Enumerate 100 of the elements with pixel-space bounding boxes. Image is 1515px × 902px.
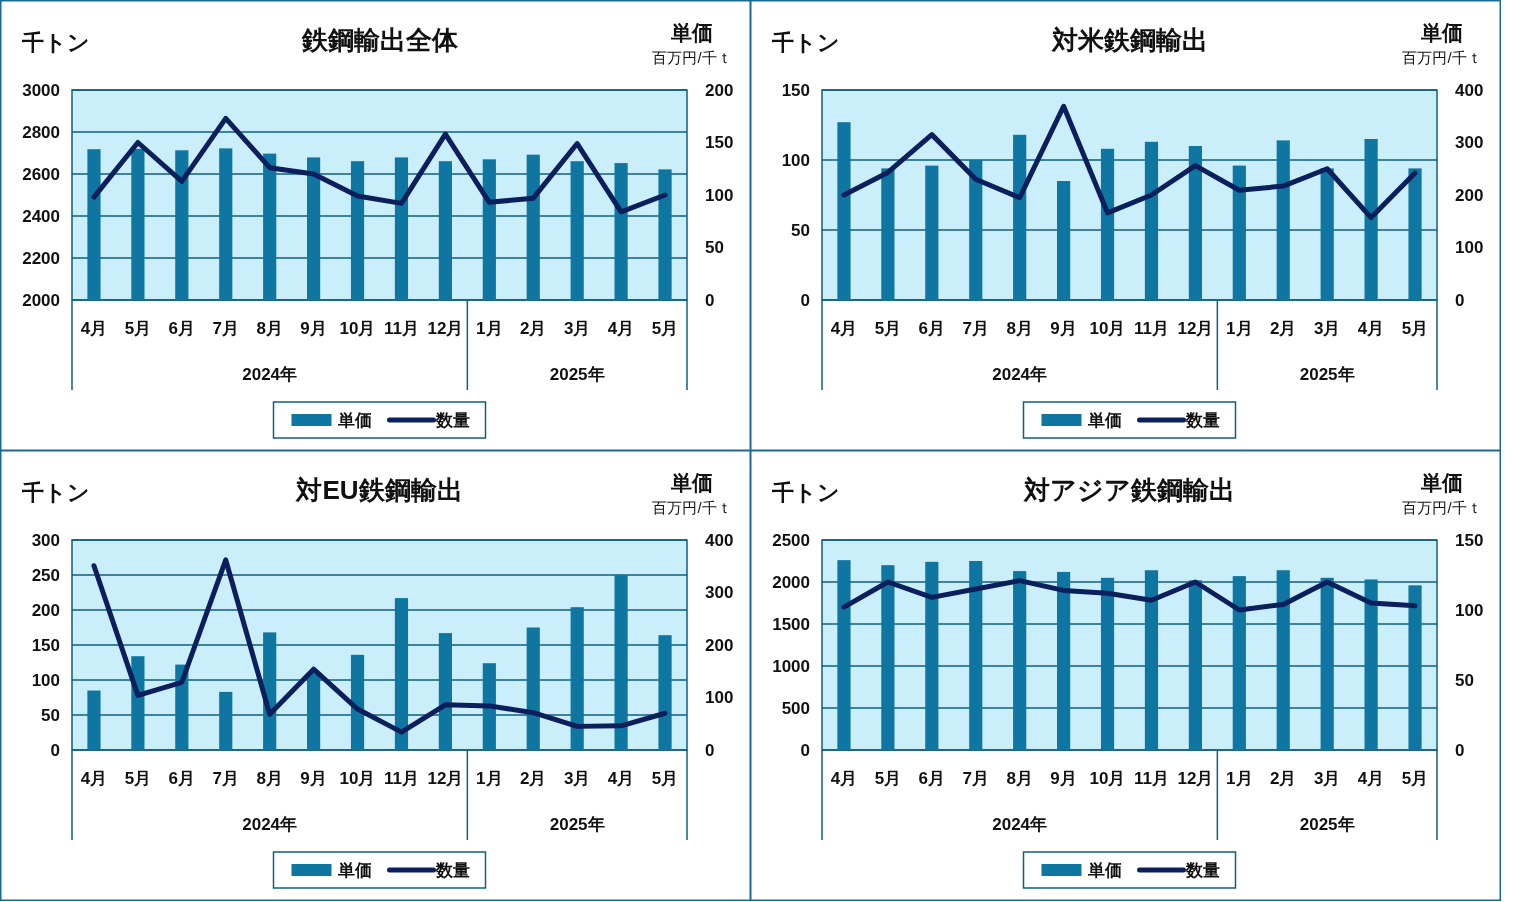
y-tick-label: 1000 [772, 656, 810, 676]
y2-tick-label: 300 [705, 583, 734, 602]
x-tick-label: 7月 [962, 768, 989, 788]
x-tick-label: 6月 [918, 768, 946, 788]
y-tick-label: 2200 [22, 248, 60, 268]
y2-tick-label: 150 [705, 133, 734, 152]
x-tick-label: 4月 [1357, 768, 1385, 788]
bar [526, 627, 540, 750]
x-tick-label: 5月 [874, 318, 902, 338]
y-axis-title: 千トン [771, 479, 840, 505]
bar [658, 635, 672, 750]
bar [1013, 571, 1027, 750]
bar [1276, 140, 1290, 300]
bar [1320, 168, 1334, 300]
x-tick-label: 10月 [339, 318, 376, 338]
x-tick-label: 4月 [607, 318, 635, 338]
text: 2025年 [549, 364, 605, 384]
x-tick-label: 1月 [476, 768, 503, 788]
y2-tick-label: 200 [705, 635, 734, 655]
x-tick-label: 12月 [1177, 318, 1214, 338]
x-tick-label: 2月 [520, 768, 547, 788]
text: 2025年 [549, 814, 605, 834]
y2-tick-label: 200 [1455, 185, 1484, 205]
x-tick-label: 11月 [383, 318, 419, 338]
x-tick-label: 5月 [1401, 768, 1429, 788]
y2-axis-title: 単価 [1420, 20, 1463, 44]
y2-tick-label: 100 [705, 688, 734, 707]
y-tick-label: 100 [781, 150, 810, 170]
y2-tick-label: 300 [1455, 133, 1484, 152]
x-tick-label: 9月 [300, 768, 327, 788]
x-tick-label: 9月 [1050, 318, 1077, 338]
x-tick-label: 6月 [918, 318, 946, 338]
text: 百万円/千ｔ [652, 48, 732, 66]
x-tick-label: 12月 [427, 318, 464, 338]
x-tick-label: 3月 [1313, 768, 1341, 788]
text: 2024年 [992, 364, 1048, 384]
bar [969, 561, 983, 750]
bar [307, 673, 321, 750]
x-tick-label: 5月 [651, 768, 679, 788]
y-tick-label: 50 [41, 705, 60, 725]
y-tick-label: 0 [50, 740, 60, 760]
y-tick-label: 50 [791, 220, 810, 240]
chart-title: 対EU鉄鋼輸出 [295, 475, 463, 505]
x-tick-label: 10月 [1089, 318, 1126, 338]
y2-tick-label: 400 [1455, 80, 1484, 100]
y-tick-label: 250 [31, 565, 60, 585]
bar [1144, 141, 1159, 300]
x-tick-label: 11月 [1133, 768, 1169, 788]
bar [482, 663, 496, 750]
y2-tick-label: 0 [705, 290, 715, 310]
chart-title: 鉄鋼輸出全体 [300, 25, 459, 55]
y-tick-label: 3000 [22, 80, 60, 100]
bar [1100, 577, 1115, 750]
bar [1232, 165, 1246, 300]
text: 2024年 [242, 364, 298, 384]
x-tick-label: 4月 [80, 768, 108, 788]
y2-axis-title: 単価 [670, 20, 713, 44]
bar [1144, 570, 1159, 750]
x-tick-label: 3月 [1313, 318, 1341, 338]
x-tick-label: 5月 [651, 318, 679, 338]
x-tick-label: 11月 [1133, 318, 1169, 338]
x-tick-label: 4月 [80, 318, 108, 338]
bar [837, 560, 851, 750]
x-tick-label: 8月 [1006, 318, 1033, 338]
x-tick-label: 4月 [830, 768, 858, 788]
text: 百万円/千ｔ [1402, 498, 1482, 516]
x-tick-label: 7月 [962, 318, 989, 338]
bar [969, 160, 983, 300]
y-tick-label: 150 [781, 80, 810, 100]
y-tick-label: 2800 [22, 122, 60, 142]
x-tick-label: 3月 [563, 768, 591, 788]
text: 2025年 [1299, 814, 1355, 834]
bar [925, 165, 939, 300]
y2-tick-label: 100 [1455, 600, 1484, 620]
x-tick-label: 12月 [1177, 768, 1214, 788]
x-tick-label: 8月 [1006, 768, 1033, 788]
x-tick-label: 4月 [1357, 318, 1385, 338]
bar [1013, 134, 1027, 300]
x-tick-label: 12月 [427, 768, 464, 788]
y2-tick-label: 50 [705, 238, 724, 257]
bar [394, 598, 409, 750]
x-tick-label: 5月 [874, 768, 902, 788]
bar [1364, 579, 1378, 750]
y-tick-label: 100 [31, 670, 60, 690]
y2-tick-label: 0 [1455, 290, 1465, 310]
x-tick-label: 1月 [1226, 318, 1253, 338]
bar [1100, 148, 1115, 300]
x-tick-label: 11月 [383, 768, 419, 788]
y-tick-label: 0 [800, 290, 810, 310]
bar [881, 168, 895, 300]
y2-tick-label: 400 [705, 530, 734, 550]
chart-title: 対米鉄鋼輸出 [1050, 25, 1208, 55]
y-tick-label: 200 [31, 600, 60, 620]
y-axis-title: 千トン [21, 29, 90, 55]
y-axis-title: 千トン [771, 29, 840, 55]
x-tick-label: 6月 [168, 768, 196, 788]
chart-title: 対アジア鉄鋼輸出 [1023, 475, 1235, 505]
x-tick-label: 1月 [476, 318, 503, 338]
legend-label: 単価 [1086, 860, 1122, 880]
bar [1408, 168, 1422, 300]
